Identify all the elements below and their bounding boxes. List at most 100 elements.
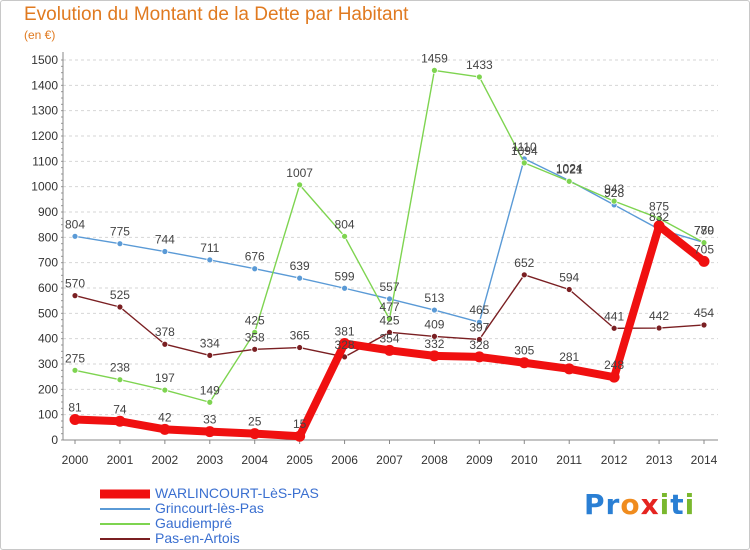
data-point xyxy=(431,306,438,314)
legend-swatch xyxy=(100,522,150,525)
data-label: 832 xyxy=(649,210,669,224)
data-label: 275 xyxy=(65,351,85,365)
data-point xyxy=(296,274,304,282)
y-tick-label: 600 xyxy=(38,281,58,295)
data-point xyxy=(249,428,261,440)
data-point xyxy=(473,351,485,363)
data-label: 365 xyxy=(290,329,310,343)
data-label: 81 xyxy=(68,400,82,414)
data-point xyxy=(71,232,79,240)
x-tick-label: 2000 xyxy=(62,453,89,467)
legend-item-gaudiempre: Gaudiempré xyxy=(100,515,360,531)
data-point xyxy=(698,255,710,267)
data-point xyxy=(161,248,169,255)
logo-letter: o xyxy=(620,488,641,521)
data-point xyxy=(565,286,573,293)
legend-swatch xyxy=(100,507,150,510)
x-tick-label: 2013 xyxy=(646,453,673,467)
data-label: 943 xyxy=(604,182,624,196)
data-point xyxy=(251,328,259,336)
data-label: 25 xyxy=(248,415,262,429)
x-tick-label: 2002 xyxy=(152,453,179,467)
logo-letter: i xyxy=(659,488,671,521)
data-label: 804 xyxy=(65,217,85,231)
data-label: 33 xyxy=(203,413,217,427)
data-label: 238 xyxy=(110,361,130,375)
data-point xyxy=(384,344,395,356)
y-tick-label: 1300 xyxy=(31,104,58,118)
data-point xyxy=(431,332,438,340)
logo-letter: r xyxy=(605,488,621,521)
data-label: 425 xyxy=(245,313,265,327)
data-point xyxy=(475,318,483,326)
x-tick-label: 2010 xyxy=(511,453,538,467)
legend-item-pas-en-artois: Pas-en-Artois xyxy=(100,530,360,546)
data-point xyxy=(655,324,663,332)
y-tick-label: 1100 xyxy=(32,154,58,168)
data-point xyxy=(206,256,214,264)
data-label: 1021 xyxy=(556,162,583,176)
data-point xyxy=(116,303,124,311)
data-label: 804 xyxy=(335,217,355,231)
data-label: 711 xyxy=(200,241,219,255)
data-label: 409 xyxy=(424,317,444,331)
data-label: 441 xyxy=(604,309,624,323)
data-point xyxy=(565,177,573,185)
y-tick-label: 500 xyxy=(38,306,58,320)
legend-label: Grincourt-lès-Pas xyxy=(155,500,264,516)
data-label: 599 xyxy=(335,269,355,283)
data-label: 465 xyxy=(469,303,489,317)
data-label: 1007 xyxy=(286,166,313,180)
data-point xyxy=(428,350,440,362)
data-label: 334 xyxy=(200,336,220,350)
data-label: 525 xyxy=(110,288,130,302)
data-label: 477 xyxy=(379,300,399,314)
data-label: 378 xyxy=(155,325,175,339)
data-point xyxy=(114,415,126,427)
data-label: 557 xyxy=(379,280,399,294)
data-label: 1024 xyxy=(556,162,583,176)
x-tick-label: 2011 xyxy=(556,453,582,467)
data-label: 15 xyxy=(293,417,307,431)
y-tick-label: 400 xyxy=(38,332,58,346)
data-label: 705 xyxy=(694,242,714,256)
data-label: 744 xyxy=(155,233,175,247)
data-label: 381 xyxy=(335,324,355,338)
x-tick-label: 2003 xyxy=(196,453,223,467)
y-tick-label: 1400 xyxy=(31,78,58,92)
y-tick-label: 1000 xyxy=(31,180,58,194)
data-point xyxy=(116,240,124,248)
data-label: 149 xyxy=(200,383,220,397)
data-point xyxy=(251,265,259,273)
data-point xyxy=(700,321,708,329)
data-point xyxy=(206,351,214,359)
logo-letter: x xyxy=(640,488,660,521)
legend-swatch xyxy=(100,537,150,540)
data-point xyxy=(204,426,216,438)
chart-title: Evolution du Montant de la Dette par Hab… xyxy=(24,4,409,25)
data-label: 1110 xyxy=(512,140,537,154)
data-point xyxy=(71,292,79,300)
data-label: 1459 xyxy=(421,51,448,65)
x-tick-label: 2007 xyxy=(376,453,403,467)
data-label: 425 xyxy=(379,313,399,327)
data-label: 358 xyxy=(245,330,265,344)
data-point xyxy=(386,315,393,323)
legend-label: Gaudiempré xyxy=(155,515,233,531)
data-label: 305 xyxy=(514,344,534,358)
data-label: 594 xyxy=(559,271,579,285)
x-tick-label: 2004 xyxy=(241,453,268,467)
data-point xyxy=(520,271,528,279)
data-label: 248 xyxy=(604,358,624,372)
x-tick-label: 2012 xyxy=(601,453,628,467)
data-point xyxy=(431,66,438,74)
data-label: 1433 xyxy=(466,58,493,72)
data-point xyxy=(339,337,351,349)
legend-item-warlincourt: WARLINCOURT-LèS-PAS xyxy=(100,485,360,501)
data-label: 928 xyxy=(604,186,624,200)
data-label: 281 xyxy=(559,350,579,364)
data-point xyxy=(341,232,348,240)
y-tick-label: 100 xyxy=(38,408,58,422)
logo-letter: P xyxy=(584,488,606,521)
